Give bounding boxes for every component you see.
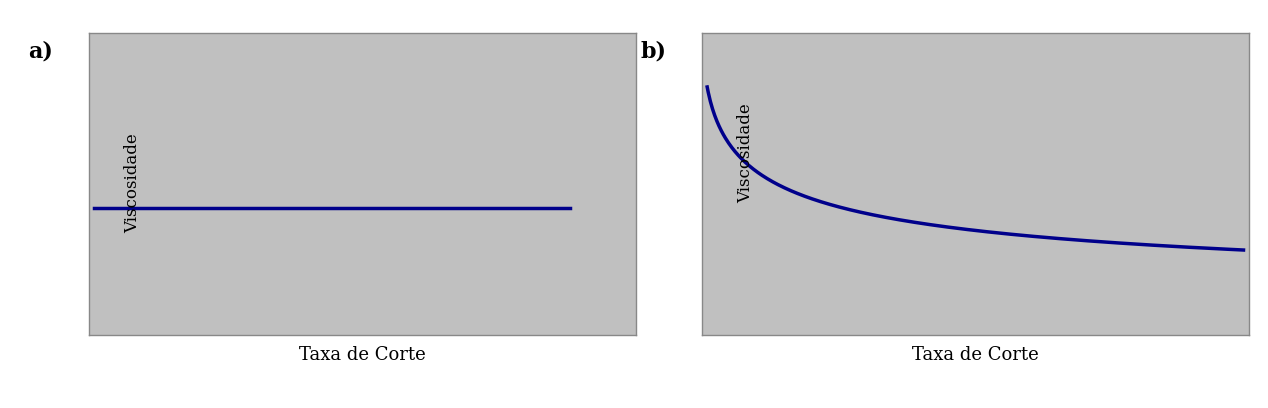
Text: b): b) [640,41,667,63]
Text: Viscosidade: Viscosidade [124,134,141,233]
X-axis label: Taxa de Corte: Taxa de Corte [299,346,426,364]
Text: a): a) [28,41,53,63]
X-axis label: Taxa de Corte: Taxa de Corte [912,346,1038,364]
Text: Viscosidade: Viscosidade [737,104,754,203]
